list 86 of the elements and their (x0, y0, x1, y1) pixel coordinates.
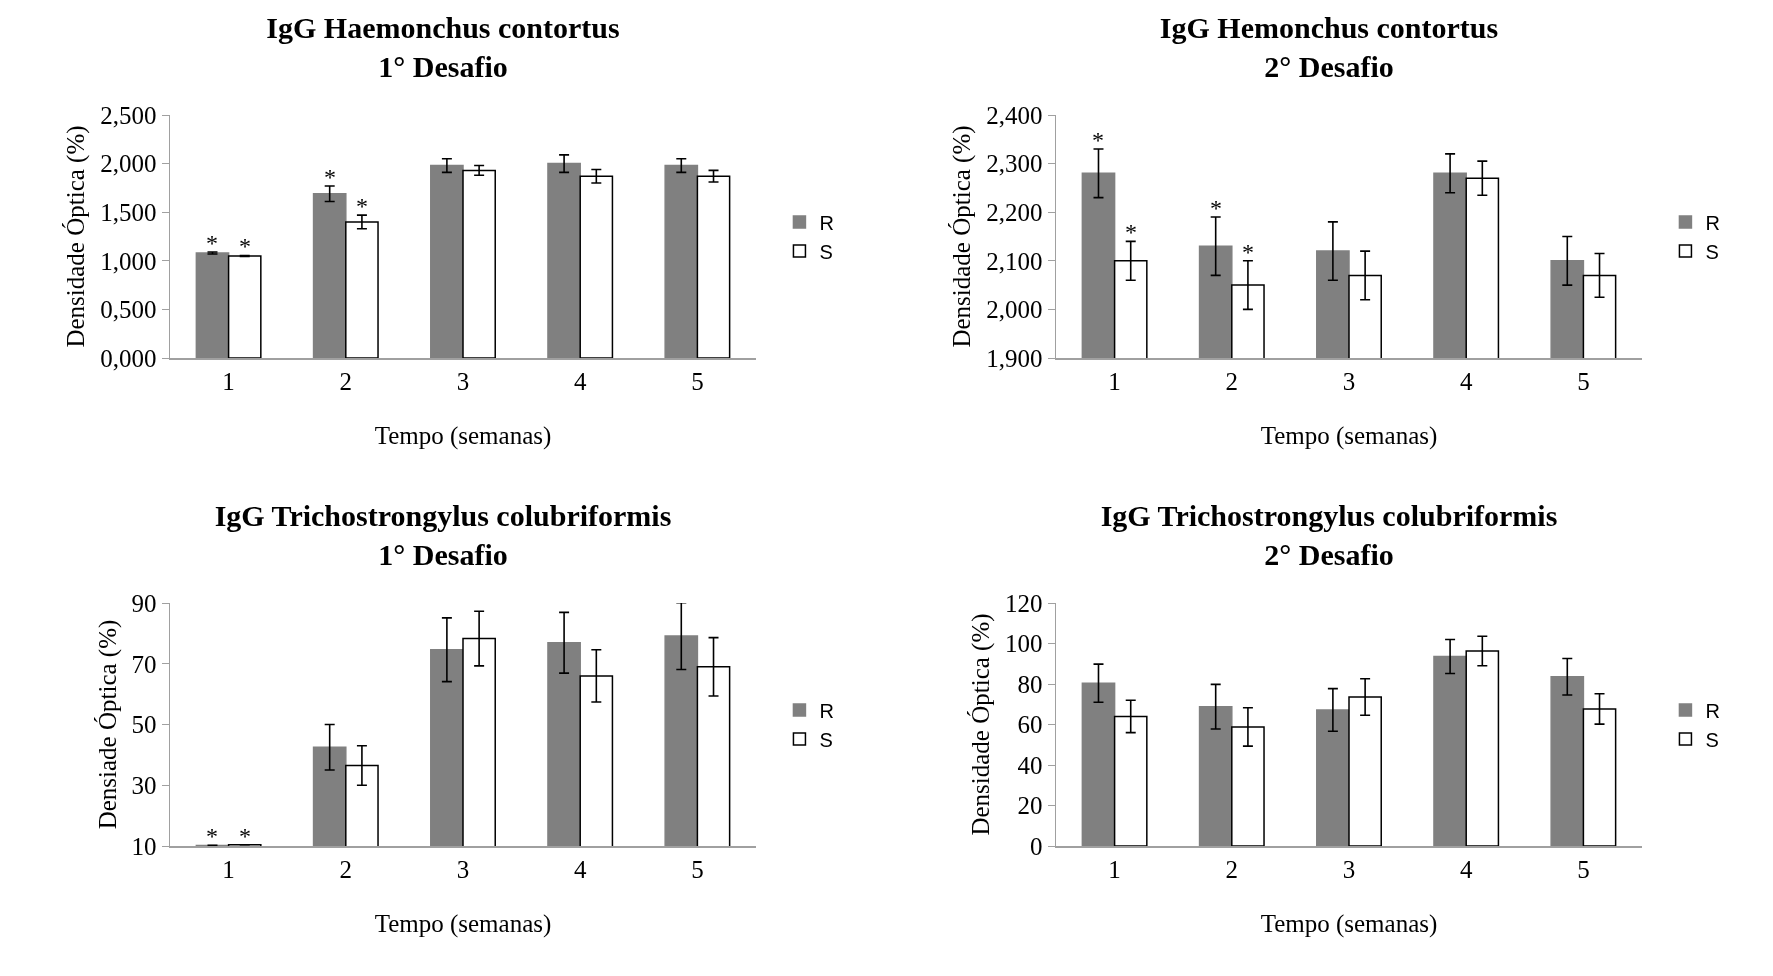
y-axis-title: Densidade Óptica (%) (948, 125, 977, 348)
legend-label: R (819, 211, 834, 234)
y-tick-label: 1,500 (100, 198, 157, 226)
y-axis-title: Densidade Óptica (%) (62, 125, 91, 348)
x-axis-title: Tempo (semanas) (1260, 909, 1438, 938)
y-tick-label: 2,300 (986, 150, 1043, 178)
y-tick-label: 0,500 (100, 296, 157, 324)
x-tick-label: 1 (222, 367, 235, 395)
y-axis-title: Densiade Óptica (%) (93, 619, 122, 830)
y-axis-title: Densidade Óptica (%) (967, 613, 995, 836)
annotation: * (239, 823, 251, 849)
bar (1198, 705, 1233, 846)
y-tick-label: 80 (1017, 670, 1043, 698)
x-axis-title: Tempo (semanas) (374, 421, 552, 450)
y-tick-label: 100 (1005, 630, 1043, 658)
legend-label: S (819, 240, 833, 263)
y-tick-label: 2,500 (100, 101, 157, 129)
x-tick-label: 3 (456, 367, 470, 395)
bar (1316, 709, 1350, 846)
bar (1433, 655, 1467, 846)
y-tick-label: 60 (1017, 711, 1043, 739)
x-tick-label: 4 (1459, 855, 1473, 883)
x-tick-label: 2 (1225, 367, 1239, 395)
y-tick-label: 2,200 (986, 198, 1043, 226)
annotation: * (324, 164, 336, 190)
legend-label: R (1705, 699, 1720, 722)
y-tick-label: 0,000 (100, 344, 157, 372)
legend-label: S (1705, 240, 1719, 263)
y-tick-label: 70 (131, 650, 157, 678)
y-tick-label: 2,000 (986, 296, 1043, 324)
annotation: * (206, 823, 218, 849)
y-tick-label: 2,000 (100, 150, 157, 178)
y-tick-label: 90 (131, 589, 157, 617)
bar (462, 169, 496, 358)
annotation: * (356, 193, 368, 219)
bar (664, 164, 699, 358)
x-tick-label: 5 (691, 855, 704, 883)
y-tick-label: 2,100 (986, 247, 1043, 275)
y-tick-label: 40 (1017, 751, 1043, 779)
y-tick-label: 2,400 (986, 101, 1043, 129)
x-tick-label: 4 (1459, 367, 1473, 395)
x-tick-label: 4 (573, 855, 587, 883)
x-tick-label: 3 (1342, 855, 1356, 883)
annotation: * (239, 233, 251, 259)
x-tick-label: 1 (222, 855, 235, 883)
annotation: * (1242, 239, 1254, 265)
y-tick-label: 10 (131, 832, 157, 860)
y-tick-label: 30 (131, 772, 157, 799)
x-tick-label: 2 (339, 367, 353, 395)
y-tick-label: 20 (1017, 792, 1043, 820)
y-tick-label: 1,000 (100, 247, 157, 275)
x-tick-label: 1 (1108, 367, 1121, 395)
chart-title: IgG Haemonchus contortus 1° Desafio (266, 10, 620, 83)
x-tick-label: 3 (1342, 367, 1356, 395)
annotation: * (206, 230, 218, 256)
annotation: * (1210, 195, 1222, 221)
chart-title: IgG Trichostrongylus colubriformis 1° Desafio (214, 498, 672, 571)
y-tick-label: 50 (131, 711, 157, 739)
bar (312, 192, 347, 358)
y-tick-label: 0 (1030, 832, 1043, 860)
annotation: * (1125, 219, 1137, 245)
x-tick-label: 5 (691, 367, 704, 395)
y-tick-label: 1,900 (986, 344, 1043, 372)
legend-label: S (819, 728, 833, 751)
bar (1550, 675, 1585, 846)
bar (1081, 682, 1116, 846)
bar (227, 255, 262, 358)
legend-label: R (1705, 211, 1720, 234)
x-tick-label: 2 (339, 855, 353, 883)
x-tick-label: 2 (1225, 855, 1239, 883)
x-axis-title: Tempo (semanas) (1260, 421, 1438, 450)
annotation: * (1092, 127, 1104, 153)
bar (195, 252, 230, 358)
x-tick-label: 1 (1108, 855, 1121, 883)
y-tick-label: 120 (1005, 589, 1043, 617)
chart-title: IgG Hemonchus contortus 2° Desafio (1159, 10, 1499, 83)
x-axis-title: Tempo (semanas) (374, 909, 552, 938)
legend-label: S (1705, 728, 1719, 751)
x-tick-label: 5 (1577, 367, 1590, 395)
bar (547, 162, 581, 358)
chart-title: IgG Trichostrongylus colubriformis 2° Desafio (1100, 498, 1558, 571)
x-tick-label: 4 (573, 367, 587, 395)
bar (430, 164, 464, 358)
x-tick-label: 5 (1577, 855, 1590, 883)
x-tick-label: 3 (456, 855, 470, 883)
legend-label: R (819, 699, 834, 722)
